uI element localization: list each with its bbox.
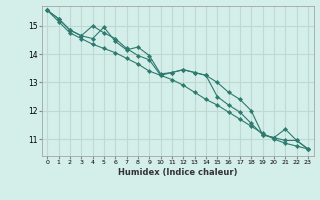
X-axis label: Humidex (Indice chaleur): Humidex (Indice chaleur) (118, 168, 237, 177)
